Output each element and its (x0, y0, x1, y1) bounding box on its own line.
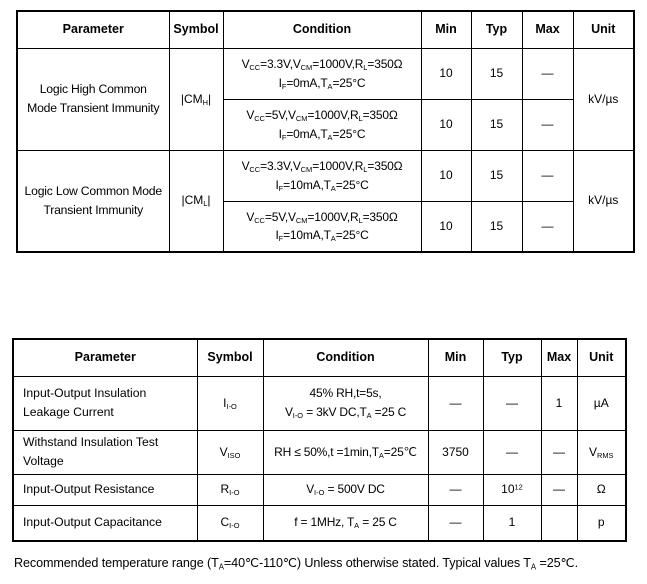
symbol-cell: CI-O (196, 504, 264, 542)
symbol-cell: |CMH| (168, 47, 224, 151)
table-row: Input-Output Resistance RI-O VI-O = 500V… (12, 473, 627, 506)
column-header-condition: Condition (222, 10, 422, 49)
max-cell: — (521, 98, 574, 151)
typ-cell: 15 (470, 47, 523, 100)
typ-cell: 1012 (482, 473, 542, 506)
insulation-characteristics-table: Parameter Symbol Condition Min Typ Max U… (12, 338, 627, 542)
unit-cell: kV/µs (572, 47, 635, 151)
table-row: Withstand Insulation Test Voltage VISO R… (12, 429, 627, 475)
min-cell: 10 (420, 149, 472, 202)
condition-cell: VCC=3.3V,VCM=1000V,RL=350Ω IF=0mA,TA=25°… (222, 47, 422, 100)
parameter-cell: Logic Low Common Mode Transient Immunity (16, 149, 170, 253)
table-row: Input-Output Capacitance CI-O f = 1MHz, … (12, 504, 627, 542)
min-cell: — (427, 473, 484, 506)
table-row: VCC=5V,VCM=1000V,RL=350Ω IF=0mA,TA=25°C … (17, 98, 634, 151)
column-header-min: Min (427, 338, 484, 377)
condition-cell: VCC=5V,VCM=1000V,RL=350Ω IF=0mA,TA=25°C (222, 98, 422, 151)
parameter-cell: Withstand Insulation Test Voltage (12, 429, 198, 475)
condition-cell: VCC=5V,VCM=1000V,RL=350Ω IF=10mA,TA=25°C (222, 200, 422, 253)
condition-cell: VI-O = 500V DC (262, 473, 429, 506)
max-cell: — (540, 429, 578, 475)
table-row: Logic Low Common Mode Transient Immunity… (16, 149, 635, 253)
typ-cell: 15 (470, 200, 523, 253)
typ-cell: — (482, 375, 542, 431)
symbol-cell: RI-O (196, 473, 264, 506)
typ-cell: 15 (470, 149, 523, 202)
column-header-symbol: Symbol (196, 338, 264, 377)
column-header-typ: Typ (482, 338, 542, 377)
table-header-row: Parameter Symbol Condition Min Typ Max U… (12, 338, 627, 377)
table-header-row: Parameter Symbol Condition Min Typ Max U… (16, 10, 635, 49)
unit-cell: kV/µs (572, 149, 635, 253)
unit-cell: p (576, 504, 627, 542)
max-cell (540, 504, 578, 542)
min-cell: — (427, 504, 484, 542)
condition-cell: f = 1MHz, TA = 25 C (262, 504, 429, 542)
max-cell: — (521, 200, 574, 253)
column-header-parameter: Parameter (16, 10, 170, 49)
table-row: VCC=5V,VCM=1000V,RL=350Ω IF=10mA,TA=25°C… (17, 200, 634, 253)
unit-cell: VRMS (576, 429, 627, 475)
min-cell: 3750 (427, 429, 484, 475)
parameter-cell: Input-Output Insulation Leakage Current (12, 375, 198, 431)
typ-cell: 15 (470, 98, 523, 151)
min-cell: 10 (420, 200, 472, 253)
min-cell: 10 (420, 47, 472, 100)
column-header-unit: Unit (576, 338, 627, 377)
unit-cell: µA (576, 375, 627, 431)
symbol-cell: |CML| (168, 149, 224, 253)
condition-cell: 45% RH,t=5s, VI-O = 3kV DC,TA =25 C (262, 375, 429, 431)
typ-cell: 1 (482, 504, 542, 542)
condition-cell: VCC=3.3V,VCM=1000V,RL=350Ω IF=10mA,TA=25… (222, 149, 422, 202)
typ-cell: — (482, 429, 542, 475)
max-cell: — (540, 473, 578, 506)
max-cell: — (521, 149, 574, 202)
max-cell: — (521, 47, 574, 100)
column-header-condition: Condition (262, 338, 429, 377)
min-cell: 10 (420, 98, 472, 151)
column-header-max: Max (540, 338, 578, 377)
transient-immunity-table: Parameter Symbol Condition Min Typ Max U… (16, 10, 635, 253)
max-cell: 1 (540, 375, 578, 431)
column-header-min: Min (420, 10, 472, 49)
parameter-cell: Input-Output Resistance (12, 473, 198, 506)
table-row: Logic High Common Mode Transient Immunit… (16, 47, 635, 151)
symbol-cell: II-O (196, 375, 264, 431)
footnote: Recommended temperature range (TA=40℃-11… (14, 556, 578, 572)
symbol-cell: VISO (196, 429, 264, 475)
unit-cell: Ω (576, 473, 627, 506)
column-header-typ: Typ (470, 10, 523, 49)
table-row: Input-Output Insulation Leakage Current … (12, 375, 627, 431)
column-header-symbol: Symbol (168, 10, 224, 49)
min-cell: — (427, 375, 484, 431)
parameter-cell: Input-Output Capacitance (12, 504, 198, 542)
condition-cell: RH ≤ 50%,t =1min,TA=25℃ (262, 429, 429, 475)
column-header-parameter: Parameter (12, 338, 198, 377)
column-header-unit: Unit (572, 10, 635, 49)
parameter-cell: Logic High Common Mode Transient Immunit… (16, 47, 170, 151)
column-header-max: Max (521, 10, 574, 49)
